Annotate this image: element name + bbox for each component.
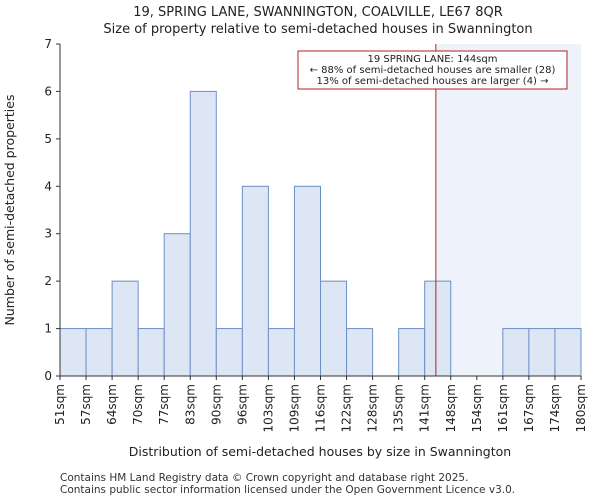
bar-77sqm [163,233,191,377]
x-tick-label-180sqm: 180sqm [574,384,588,432]
x-tick-label-141sqm: 141sqm [418,384,432,432]
x-tick-label-128sqm: 128sqm [366,384,380,432]
bar-167sqm [528,328,556,377]
y-axis-ticks: 0 1 2 3 4 5 6 7 [44,37,60,383]
bar-51sqm [59,328,87,377]
x-axis-ticks: 51sqm 57sqm 64sqm 70sqm 77sqm 83sqm 90sqm 96sqm… [53,376,588,432]
x-tick-label-90sqm: 90sqm [209,384,223,425]
bar-116sqm [320,280,348,377]
bar-109sqm [293,185,322,377]
annotation-line-smaller: ← 88% of semi-detached houses are smalle… [310,65,556,76]
annotation-line-property: 19 SPRING LANE: 144sqm [368,54,498,65]
y-tick-label-0: 0 [44,369,52,383]
bar-174sqm [554,328,582,377]
x-tick-label-57sqm: 57sqm [79,384,93,425]
bar-135sqm [398,328,426,377]
x-tick-label-135sqm: 135sqm [392,384,406,432]
bar-70sqm [137,328,165,377]
x-tick-label-116sqm: 116sqm [314,384,328,432]
y-tick-label-2: 2 [44,274,52,288]
x-tick-label-109sqm: 109sqm [287,384,301,432]
bar-83sqm [189,90,217,377]
x-axis-label: Distribution of semi-detached houses by … [129,444,511,459]
annotation-box: 19 SPRING LANE: 144sqm ← 88% of semi-det… [297,50,568,90]
larger-properties-region [435,44,581,376]
annotation-border [297,50,568,90]
bars-group [59,90,582,377]
y-tick-label-3: 3 [44,227,52,241]
bar-103sqm [267,328,295,377]
y-tick-label-1: 1 [44,322,52,336]
y-tick-label-7: 7 [44,37,52,51]
x-tick-label-122sqm: 122sqm [340,384,354,432]
y-tick-label-6: 6 [44,84,52,98]
x-tick-label-167sqm: 167sqm [522,384,536,432]
x-tick-label-83sqm: 83sqm [183,384,197,425]
chart-title: 19, SPRING LANE, SWANNINGTON, COALVILLE,… [133,5,503,20]
x-tick-label-96sqm: 96sqm [235,384,249,425]
x-tick-label-51sqm: 51sqm [53,384,67,425]
x-tick-label-64sqm: 64sqm [105,384,119,425]
footer-licence: Contains public sector information licen… [60,484,515,496]
x-tick-label-77sqm: 77sqm [157,384,171,425]
x-tick-label-174sqm: 174sqm [548,384,562,432]
bar-90sqm [215,328,243,377]
footer-copyright: Contains HM Land Registry data © Crown c… [60,472,468,484]
x-tick-label-103sqm: 103sqm [261,384,275,432]
x-tick-label-161sqm: 161sqm [496,384,510,432]
y-axis-label: Number of semi-detached properties [2,95,17,326]
y-tick-label-5: 5 [44,132,52,146]
bar-141sqm [424,280,452,377]
bar-57sqm [85,328,113,377]
bar-64sqm [111,280,139,377]
chart-subtitle: Size of property relative to semi-detach… [103,22,532,37]
y-tick-label-4: 4 [44,179,52,193]
x-tick-label-70sqm: 70sqm [131,384,145,425]
x-tick-label-154sqm: 154sqm [470,384,484,432]
bar-96sqm [241,185,269,377]
annotation-line-larger: 13% of semi-detached houses are larger (… [316,76,548,87]
x-tick-label-148sqm: 148sqm [444,384,458,432]
bar-122sqm [346,328,374,377]
bar-161sqm [502,328,530,377]
